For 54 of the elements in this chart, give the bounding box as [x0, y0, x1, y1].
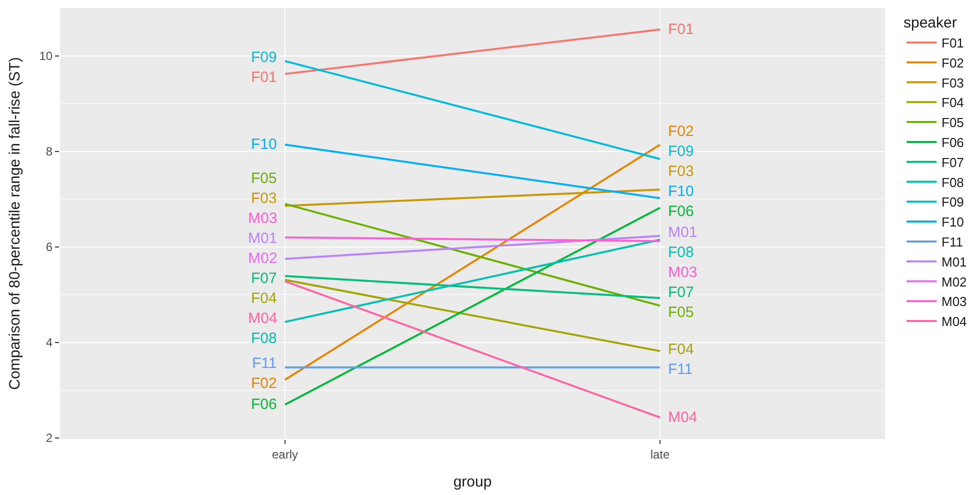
text: F05 — [251, 170, 277, 187]
legend-title: speaker — [904, 14, 957, 32]
x-tick-label: late — [650, 447, 670, 462]
text: M04 — [668, 409, 698, 426]
text: M01 — [668, 224, 698, 241]
text: F04 — [251, 290, 277, 307]
text: M01 — [248, 230, 278, 247]
text: F02 — [251, 375, 277, 392]
text: F11 — [668, 361, 693, 378]
text: F06 — [251, 396, 277, 413]
annotation: M02 — [248, 250, 278, 267]
text: M03 — [248, 210, 278, 227]
text: F11 — [252, 355, 277, 372]
legend-label: F03 — [942, 75, 964, 90]
legend-label: M01 — [942, 254, 967, 270]
legend-label: F09 — [942, 194, 964, 210]
text: F10 — [251, 136, 277, 153]
text: F02 — [668, 123, 694, 140]
legend-label: F01 — [942, 36, 964, 51]
text: F04 — [668, 341, 694, 358]
text: F01 — [251, 69, 277, 86]
legend-label: F11 — [942, 234, 963, 250]
y-tick-label: 2 — [46, 431, 53, 446]
legend-label: M03 — [942, 294, 967, 310]
text: F03 — [251, 190, 277, 207]
legend-label: F07 — [942, 154, 964, 170]
y-tick-label: 6 — [46, 240, 53, 254]
legend-label: F08 — [942, 174, 964, 190]
x-tick-label: early — [272, 447, 298, 462]
y-tick-label: 10 — [39, 48, 53, 63]
legend-label: M02 — [942, 274, 967, 290]
text: M04 — [248, 310, 278, 327]
legend-label: F02 — [942, 55, 964, 70]
y-tick-label: 4 — [46, 336, 53, 350]
legend-label: F05 — [942, 115, 964, 130]
text: F08 — [251, 330, 277, 347]
text: F06 — [668, 203, 694, 220]
text: F08 — [668, 244, 694, 261]
text: F01 — [668, 21, 694, 38]
legend-label: M04 — [942, 314, 967, 330]
text: F10 — [668, 183, 694, 200]
text: F09 — [251, 49, 277, 66]
legend-label: F10 — [942, 214, 964, 230]
x-axis-title: group — [453, 473, 492, 490]
text: F09 — [668, 143, 694, 160]
text: F07 — [251, 270, 277, 287]
text: F03 — [668, 163, 694, 180]
text: F05 — [668, 304, 694, 321]
legend-label: F04 — [942, 95, 964, 110]
y-axis-title: Comparison of 80-percentile range in fall-rise (ST) — [6, 57, 24, 390]
legend-label: F06 — [942, 135, 964, 150]
y-tick-label: 8 — [46, 144, 53, 159]
text: M03 — [668, 264, 698, 281]
text: F07 — [668, 284, 694, 301]
